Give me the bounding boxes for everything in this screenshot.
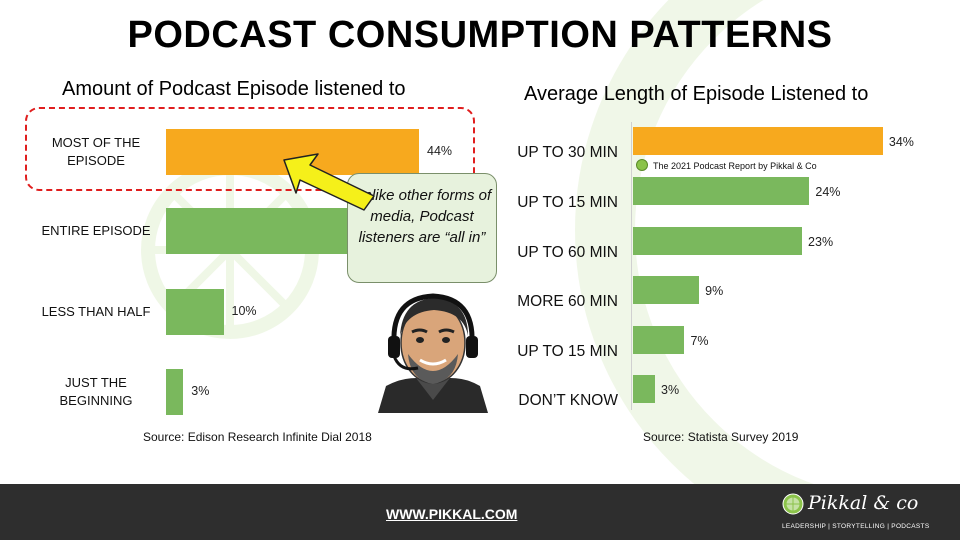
callout-bubble: Unlike other forms of media, Podcast lis…	[347, 173, 497, 283]
right-chart-source: Source: Statista Survey 2019	[643, 430, 799, 444]
bar	[633, 276, 700, 304]
value-label: 24%	[815, 185, 841, 199]
category-label: JUST THE BEGINNING	[59, 375, 133, 408]
logo-name: Pikkal & co	[808, 492, 919, 514]
website-link[interactable]: WWW.PIKKAL.COM	[386, 506, 518, 522]
value-label: 44%	[427, 144, 453, 158]
category-label: UP TO 15 MIN	[517, 194, 618, 211]
bar	[633, 177, 810, 205]
report-note: The 2021 Podcast Report by Pikkal & Co	[636, 159, 817, 171]
lime-icon	[782, 493, 804, 515]
value-label: 3%	[191, 384, 210, 398]
value-label: 23%	[808, 235, 834, 249]
category-label: UP TO 60 MIN	[517, 244, 618, 261]
highlight-box	[25, 107, 475, 191]
category-label: UP TO 15 MIN	[517, 343, 618, 360]
bar	[166, 289, 224, 335]
report-note-text: The 2021 Podcast Report by Pikkal & Co	[653, 161, 817, 171]
category-label: DON’T KNOW	[518, 392, 618, 409]
page-title: PODCAST CONSUMPTION PATTERNS	[127, 14, 833, 56]
company-logo: Pikkal & co LEADERSHIP | STORYTELLING | …	[780, 490, 950, 536]
arrow-icon	[283, 153, 375, 211]
value-label: 34%	[888, 135, 914, 149]
category-label: MORE 60 MIN	[517, 293, 618, 310]
left-chart-title: Amount of Podcast Episode listened to	[62, 78, 406, 100]
bar	[633, 127, 883, 155]
bar	[633, 375, 656, 403]
bar	[633, 326, 685, 354]
category-label: ENTIRE EPISODE	[41, 223, 151, 238]
category-label: UP TO 30 MIN	[517, 144, 618, 161]
category-label: LESS THAN HALF	[41, 304, 151, 319]
bar	[166, 369, 184, 415]
value-label: 10%	[231, 304, 257, 318]
right-chart-title: Average Length of Episode Listened to	[524, 83, 869, 105]
presenter-avatar	[378, 293, 488, 413]
logo-tagline: LEADERSHIP | STORYTELLING | PODCASTS	[782, 523, 930, 530]
bar	[633, 227, 803, 255]
value-label: 7%	[690, 334, 709, 348]
category-label: MOST OF THE EPISODE	[51, 135, 141, 168]
left-chart-source: Source: Edison Research Infinite Dial 20…	[143, 430, 372, 444]
value-label: 3%	[661, 383, 680, 397]
value-label: 9%	[705, 284, 724, 298]
axis-line	[631, 122, 632, 410]
footer-bar	[0, 484, 960, 540]
lime-icon	[636, 159, 648, 171]
